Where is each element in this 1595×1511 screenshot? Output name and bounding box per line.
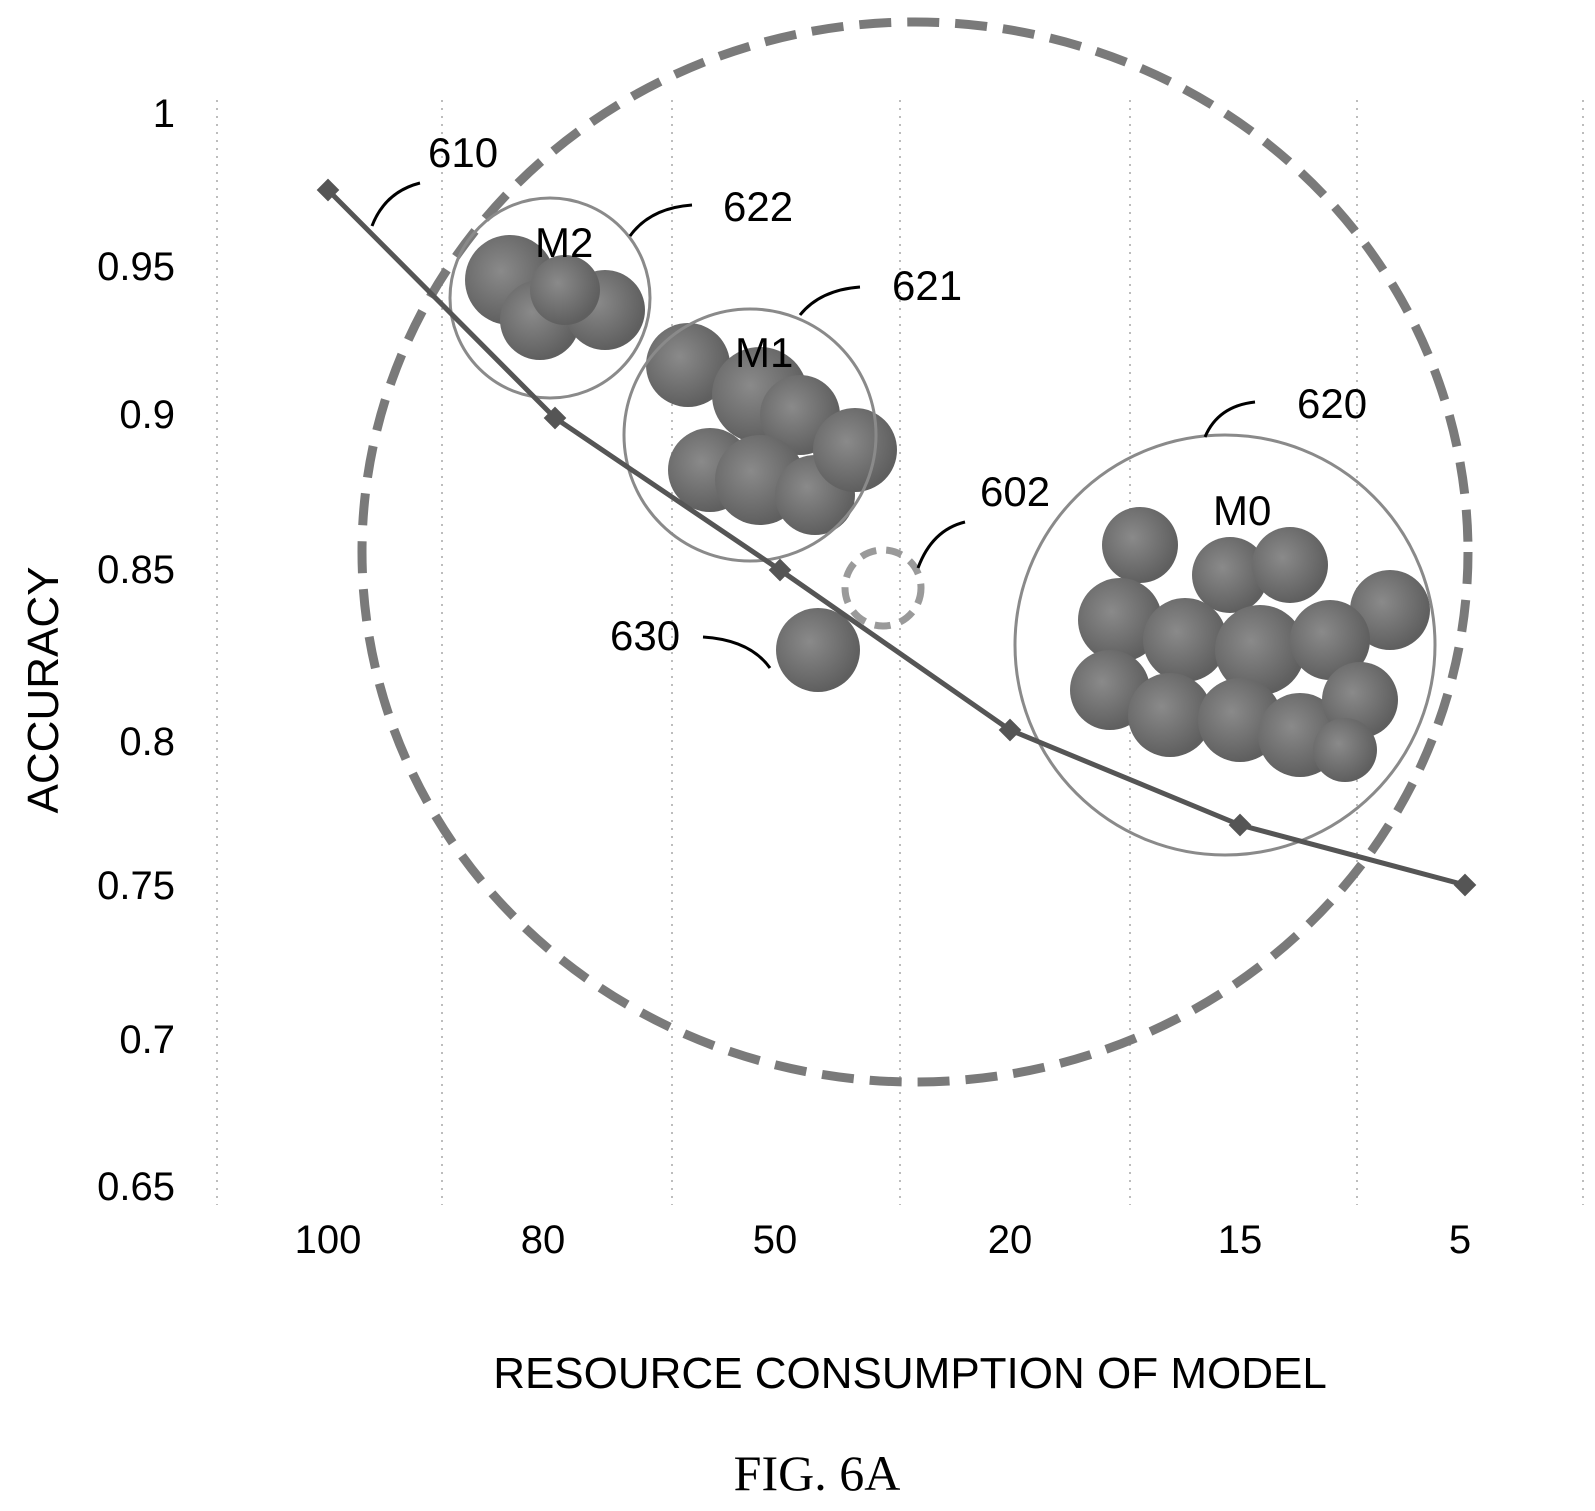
x-tick-100: 100 — [295, 1218, 362, 1262]
data-point — [813, 408, 897, 492]
x-tick-15: 15 — [1218, 1218, 1263, 1262]
data-point — [1350, 570, 1430, 650]
data-point — [1128, 673, 1212, 757]
label-610: 610 — [428, 129, 498, 176]
x-tick-50: 50 — [753, 1218, 798, 1262]
cluster-name-m2: M2 — [535, 219, 593, 266]
label-602: 602 — [980, 468, 1050, 515]
cluster-m2 — [465, 235, 645, 360]
label-630: 630 — [610, 612, 680, 659]
y-tick-0.85: 0.85 — [97, 548, 175, 592]
line-marker — [1453, 873, 1477, 897]
outer-dashed-region — [357, 17, 1473, 1087]
x-tick-20: 20 — [988, 1218, 1033, 1262]
y-tick-0.9: 0.9 — [119, 393, 175, 437]
data-point — [1143, 598, 1227, 682]
label-622: 622 — [723, 183, 793, 230]
data-point — [1252, 527, 1328, 603]
y-tick-0.95: 0.95 — [97, 245, 175, 289]
cluster-name-m1: M1 — [735, 329, 793, 376]
cluster-name-m0: M0 — [1213, 487, 1271, 534]
candidate-dashed-circle — [841, 546, 925, 630]
line-marker — [1228, 813, 1252, 837]
line-marker — [543, 406, 567, 430]
label-620: 620 — [1297, 380, 1367, 427]
cluster-m0 — [1070, 507, 1430, 782]
trend-line-markers — [316, 178, 1477, 897]
x-tick-80: 80 — [521, 1218, 566, 1262]
cluster-m2-boundary — [448, 196, 652, 400]
figure-caption: FIG. 6A — [734, 1445, 901, 1501]
leader-line-620 — [1203, 400, 1256, 438]
leader-line-610 — [370, 181, 421, 227]
cluster-m0-boundary — [1013, 433, 1437, 857]
data-point — [1215, 605, 1305, 695]
y-tick-0.65: 0.65 — [97, 1165, 175, 1209]
data-point — [1313, 718, 1377, 782]
x-axis-title: RESOURCE CONSUMPTION OF MODEL — [493, 1349, 1327, 1398]
line-marker — [998, 718, 1022, 742]
data-point — [1290, 600, 1370, 680]
data-point — [1192, 537, 1268, 613]
leader-line-630 — [702, 635, 772, 669]
label-621: 621 — [892, 262, 962, 309]
y-tick-0.7: 0.7 — [119, 1018, 175, 1062]
leader-line-602 — [916, 520, 966, 569]
new-data-point — [776, 608, 860, 692]
leader-line-621 — [798, 285, 861, 316]
y-axis-title: ACCURACY — [19, 567, 68, 814]
y-tick-1: 1 — [153, 92, 175, 136]
line-marker — [768, 558, 792, 582]
cluster-m1 — [646, 323, 897, 535]
data-point — [1078, 578, 1162, 662]
leader-lines — [370, 181, 1256, 669]
y-tick-0.75: 0.75 — [97, 864, 175, 908]
data-point — [530, 255, 600, 325]
data-point — [1102, 507, 1178, 583]
y-tick-0.8: 0.8 — [119, 720, 175, 764]
leader-line-622 — [628, 203, 693, 237]
trend-line — [326, 188, 1466, 888]
data-point — [646, 323, 730, 407]
cluster-m1-boundary — [622, 307, 878, 563]
x-tick-5: 5 — [1449, 1218, 1471, 1262]
